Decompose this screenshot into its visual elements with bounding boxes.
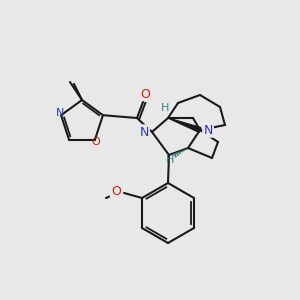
- Polygon shape: [168, 118, 201, 132]
- Text: N: N: [56, 108, 64, 118]
- Text: O: O: [140, 88, 150, 101]
- Text: N: N: [139, 125, 149, 139]
- Text: H: H: [161, 103, 169, 113]
- Text: H: H: [166, 155, 174, 165]
- Text: O: O: [111, 184, 121, 197]
- Text: O: O: [92, 137, 100, 147]
- Text: N: N: [203, 124, 213, 136]
